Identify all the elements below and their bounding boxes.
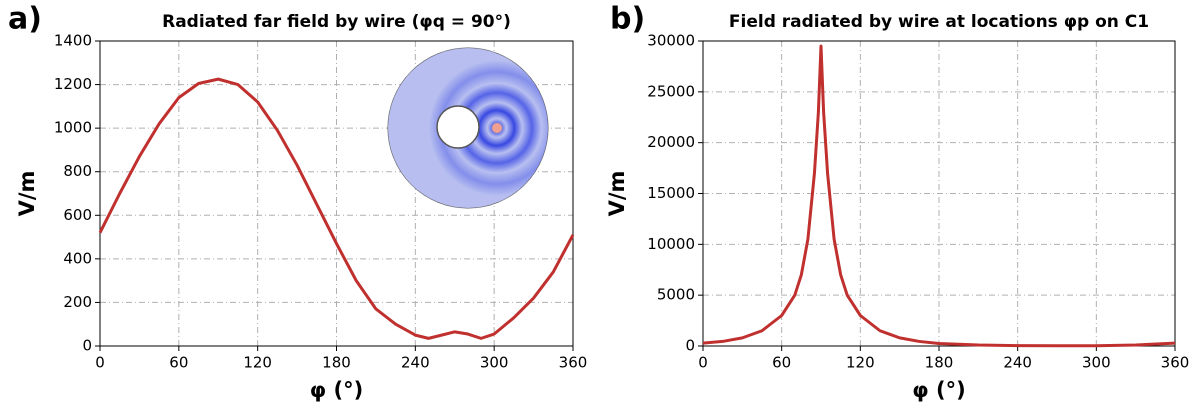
- x-tick-label: 180: [925, 354, 954, 372]
- y-tick-label: 400: [63, 249, 92, 267]
- data-line: [702, 44, 1176, 348]
- chart-title: Field radiated by wire at locations φp o…: [729, 12, 1149, 32]
- plot-frame: [99, 40, 574, 347]
- inset-hole: [436, 105, 480, 149]
- panel-label: b): [610, 2, 645, 37]
- y-tick-label: 1400: [54, 32, 92, 50]
- x-tick-label: 0: [698, 354, 708, 372]
- y-tick-label: 200: [63, 293, 92, 311]
- y-tick-label: 0: [82, 337, 92, 355]
- chart-title: Radiated far field by wire (φq = 90°): [162, 12, 511, 32]
- x-tick-label: 60: [169, 354, 188, 372]
- y-tick-label: 1200: [54, 75, 92, 93]
- y-tick-label: 600: [63, 206, 92, 224]
- x-tick-label: 360: [559, 354, 588, 372]
- y-tick-label: 0: [685, 337, 695, 355]
- y-axis-label: V/m: [15, 171, 39, 217]
- data-line: [98, 77, 575, 340]
- plot-frame: [702, 40, 1176, 347]
- panel-label: a): [8, 2, 42, 37]
- y-tick-label: 25000: [647, 82, 695, 100]
- x-tick-label: 300: [480, 354, 509, 372]
- inset-wire: [492, 123, 502, 133]
- x-tick-label: 0: [95, 354, 105, 372]
- x-axis-label: φ (°): [912, 378, 965, 402]
- y-tick-label: 800: [63, 162, 92, 180]
- y-tick-label: 1000: [54, 119, 92, 137]
- x-tick-label: 180: [322, 354, 351, 372]
- x-tick-label: 240: [1003, 354, 1032, 372]
- x-tick-label: 240: [401, 354, 430, 372]
- x-tick-label: 120: [846, 354, 875, 372]
- y-tick-label: 20000: [647, 133, 695, 151]
- x-tick-label: 360: [1161, 354, 1190, 372]
- y-tick-label: 30000: [647, 32, 695, 50]
- inset-image: [387, 47, 549, 209]
- y-tick-label: 10000: [647, 235, 695, 253]
- x-tick-label: 120: [243, 354, 272, 372]
- x-tick-label: 60: [772, 354, 791, 372]
- x-axis-label: φ (°): [310, 378, 363, 402]
- x-tick-label: 300: [1082, 354, 1111, 372]
- y-axis-label: V/m: [605, 171, 629, 217]
- y-tick-label: 15000: [647, 184, 695, 202]
- y-tick-label: 5000: [657, 286, 695, 304]
